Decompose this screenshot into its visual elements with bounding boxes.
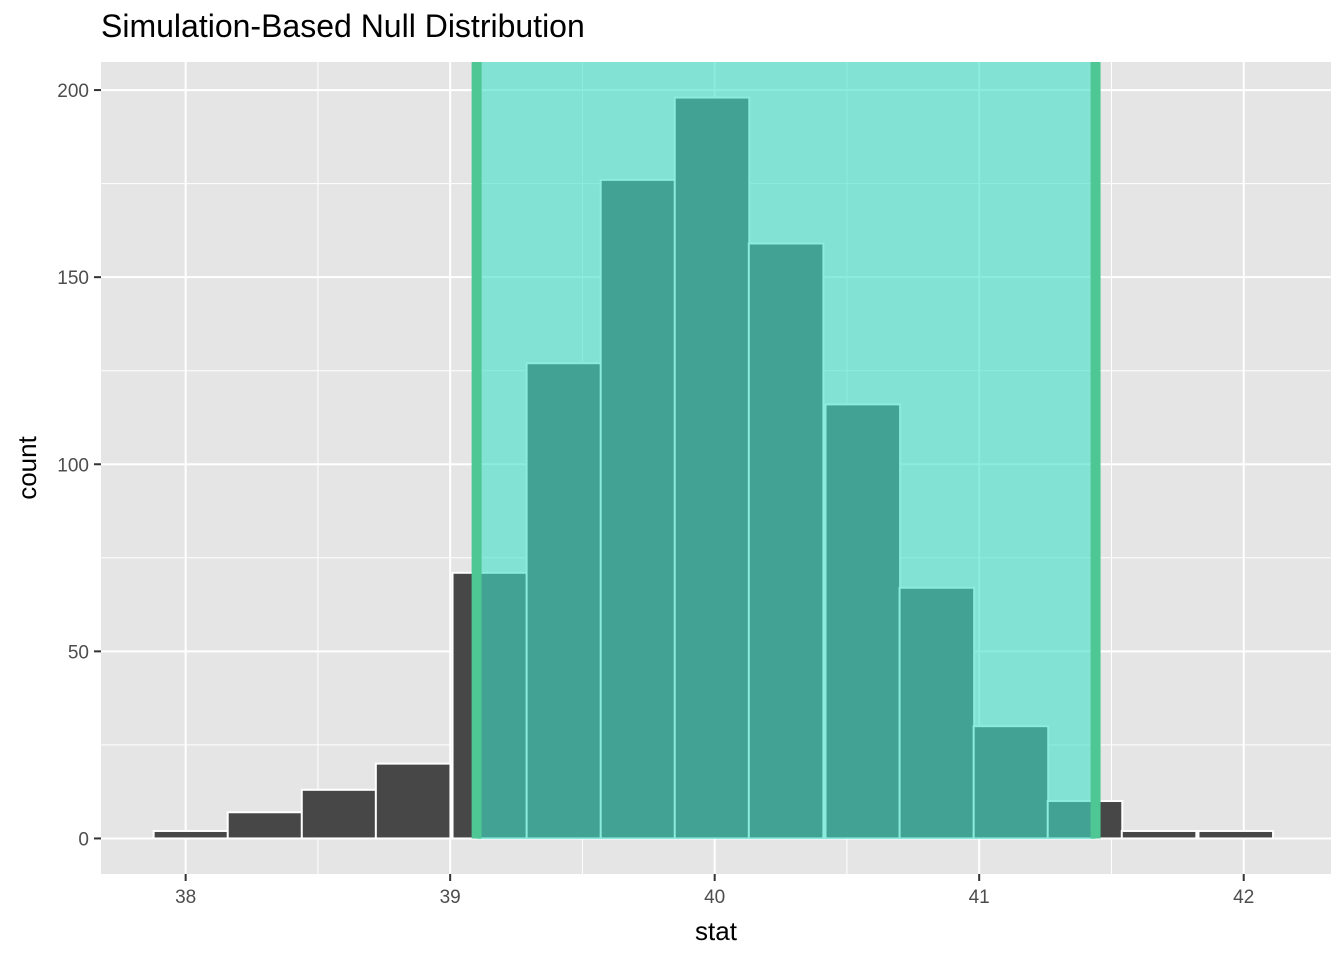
x-tick-label: 39 (440, 887, 461, 908)
x-tick-label: 41 (969, 887, 990, 908)
histogram-bar (152, 829, 230, 840)
y-axis: 0 50 100 150 200 (57, 81, 101, 850)
interval-shade (476, 62, 1096, 839)
y-tick-label: 100 (57, 455, 89, 476)
y-axis-title: count (12, 435, 42, 499)
y-tick-label: 200 (57, 81, 89, 102)
histogram-bar (1120, 829, 1198, 840)
x-axis-title: stat (695, 916, 738, 946)
y-tick-label: 0 (78, 829, 89, 850)
histogram-bar (1197, 829, 1275, 840)
x-tick-label: 42 (1233, 887, 1254, 908)
x-tick-label: 40 (704, 887, 725, 908)
chart-title: Simulation-Based Null Distribution (101, 8, 585, 44)
histogram-bar (374, 762, 452, 840)
histogram-bar (300, 788, 378, 840)
y-tick-label: 150 (57, 268, 89, 289)
x-axis: 38 39 40 41 42 (175, 874, 1254, 908)
x-tick-label: 38 (175, 887, 196, 908)
confidence-interval-shading (471, 62, 1101, 839)
y-tick-label: 50 (68, 642, 89, 663)
histogram-bar (226, 811, 304, 840)
